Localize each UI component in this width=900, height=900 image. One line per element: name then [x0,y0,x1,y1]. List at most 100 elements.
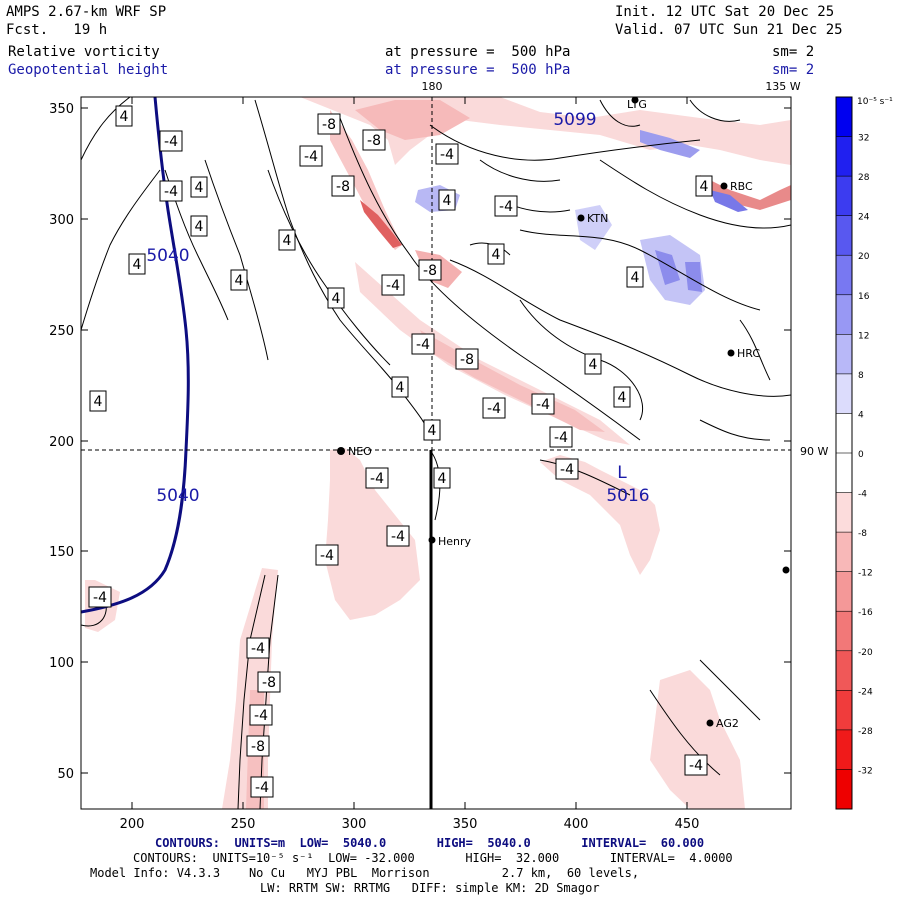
colorbar-tick-label: 0 [858,450,864,460]
colorbar-tick-label: 4 [858,410,864,420]
contours-vorticity-info: CONTOURS: UNITS=10⁻⁵ s⁻¹ LOW= -32.000 HI… [133,851,733,865]
contour-value-label: 4 [396,380,405,396]
field1-name: Relative vorticity [8,44,160,60]
colorbar: 32 28 24 20 16 12 8 4 0 -4 -8 -12 -16 -20 -24 -28 -32 [835,96,873,810]
colorbar-swatch [836,294,852,335]
y-tick-label: 350 [49,102,74,117]
contour-value-label: -8 [460,352,474,368]
station-label: Henry [438,535,472,548]
station-label: RBC [730,180,753,193]
x-tick-label: 250 [231,817,256,832]
colorbar-swatch [836,571,852,612]
station-dot [631,97,639,104]
station-dot [727,349,735,357]
contour-value-label: 4 [438,471,447,487]
contour-value-label: -8 [336,179,350,195]
contour-value-label: 4 [700,179,709,195]
contour-value-label: -4 [93,590,107,606]
contour-value-label: 4 [195,219,204,235]
contour-value-label: 4 [428,423,437,439]
contour-value-label: 4 [618,390,627,406]
plot-frame [80,96,792,810]
colorbar-swatch [836,97,852,138]
model-info: Model Info: V4.3.3 No Cu MYJ PBL Morriso… [90,866,640,880]
contour-value-label: -4 [554,430,568,446]
x-tick-label: 200 [120,817,145,832]
field2-level: at pressure = 500 hPa [385,62,571,78]
contour-value-label: -4 [370,471,384,487]
station-markers: NEO Henry KTN RBC HRC AG2 LTG [337,97,790,730]
field2-name: Geopotential height [8,62,169,78]
contour-value-label: 4 [94,394,103,410]
colorbar-tick-label: -20 [858,648,873,658]
contour-value-label: 4 [120,109,129,125]
contour-value-label: -4 [487,401,501,417]
contour-value-label: -8 [367,133,381,149]
colorbar-tick-label: 12 [858,331,869,341]
colorbar-swatch [836,413,852,454]
colorbar-swatch [836,215,852,256]
contour-value-label: -4 [560,462,574,478]
colorbar-swatch [836,255,852,296]
colorbar-swatch [836,611,852,652]
contour-value-label: 4 [589,357,598,373]
station-label: AG2 [716,717,739,730]
colorbar-swatch [836,729,852,770]
contour-value-label: -4 [255,780,269,796]
meridian-180-label: 180 [422,80,443,93]
height-label: 5016 [606,486,649,506]
colorbar-tick-label: -24 [858,687,873,697]
colorbar-swatch [836,690,852,731]
contour-value-label: -8 [322,117,336,133]
forecast-hour: Fcst. 19 h [6,22,108,38]
contour-value-label: -4 [254,708,268,724]
height-label: 5040 [156,486,199,506]
field1-level: at pressure = 500 hPa [385,44,571,60]
station-label: NEO [348,445,372,458]
colorbar-tick-label: -32 [858,766,873,776]
axis-ticks: 200 250 300 350 400 450 350 300 250 200 150 100 50 [49,97,791,832]
init-time: Init. 12 UTC Sat 20 Dec 25 [615,4,835,20]
contour-value-label: -8 [262,675,276,691]
contour-value-label: -8 [251,739,265,755]
contour-value-label: -4 [416,337,430,353]
contour-value-label: -4 [689,758,703,774]
x-tick-label: 300 [342,817,367,832]
meridian-135w-label: 135 W [765,80,800,93]
contour-value-label: 4 [195,180,204,196]
field1-smoothing: sm= 2 [772,44,815,60]
contour-value-label: 4 [492,247,501,263]
contour-value-label: -4 [164,134,178,150]
contour-value-label: 4 [235,273,244,289]
contour-value-label: -4 [440,147,454,163]
colorbar-tick-label: -28 [858,727,873,737]
colorbar-swatch [836,532,852,573]
meridian-90w-label: 90 W [800,445,828,458]
contour-value-label: -4 [164,184,178,200]
y-tick-label: 150 [49,545,74,560]
contour-value-label: -4 [304,149,318,165]
contour-value-label: -4 [251,641,265,657]
contour-value-label: -4 [386,278,400,294]
x-tick-label: 450 [675,817,700,832]
station-label: KTN [587,212,608,225]
station-dot [428,536,436,544]
contour-value-label: -4 [499,199,513,215]
height-label: 5040 [146,246,189,266]
colorbar-swatch [836,373,852,414]
contour-value-label: -4 [391,529,405,545]
colorbar-tick-label: 24 [858,213,870,223]
colorbar-tick-label: -12 [858,569,873,579]
station-dot [706,719,714,727]
station-label: HRC [737,347,760,360]
colorbar-swatch [836,650,852,691]
low-pressure-marker: L [617,463,627,483]
x-tick-label: 350 [453,817,478,832]
station-dot [720,182,728,190]
station-dot [577,214,585,222]
contour-value-label: -8 [423,263,437,279]
colorbar-tick-label: 28 [858,173,870,183]
y-tick-label: 300 [49,213,74,228]
